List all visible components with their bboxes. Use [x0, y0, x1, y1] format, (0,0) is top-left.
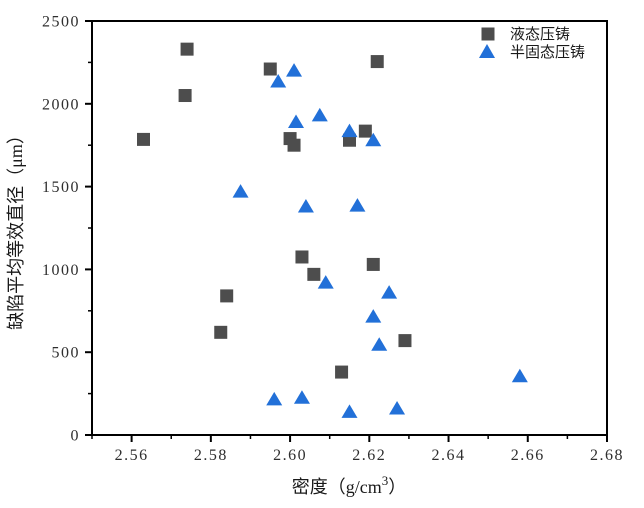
- data-point-square: [263, 62, 277, 76]
- legend-label-liquid: 液态压铸: [510, 26, 570, 43]
- y-axis-title: 缺陷平均等效直径（μm）: [6, 126, 26, 330]
- data-point-triangle: [349, 198, 366, 212]
- data-point-triangle: [297, 198, 314, 213]
- plot-background: [92, 21, 607, 435]
- data-point-square: [358, 124, 372, 138]
- data-point-triangle: [371, 337, 388, 351]
- data-point-square: [307, 267, 321, 281]
- series-semisolid-points: [232, 63, 528, 418]
- data-point-square: [370, 55, 384, 69]
- x-tick-label: 2.60: [273, 447, 307, 464]
- data-point-square: [398, 334, 412, 348]
- x-axis-title: 密度（g/cm3）: [292, 473, 407, 497]
- legend: 液态压铸 半固态压铸: [479, 26, 585, 61]
- data-point-square: [137, 132, 150, 146]
- data-point-square: [366, 257, 380, 271]
- data-point-square: [180, 42, 194, 56]
- data-point-triangle: [266, 391, 283, 406]
- data-point-square: [287, 138, 301, 152]
- data-point-square: [295, 250, 309, 264]
- y-tick-labels: 0 500 1000 1500 2000 2500: [42, 14, 81, 445]
- data-point-triangle: [270, 73, 287, 88]
- x-tick-label: 2.58: [194, 447, 228, 464]
- data-point-square: [178, 89, 192, 103]
- data-point-triangle: [389, 401, 406, 415]
- x-tick-label: 2.68: [590, 447, 624, 464]
- data-point-square: [220, 289, 234, 303]
- legend-marker-triangle: [479, 44, 495, 58]
- data-point-triangle: [365, 132, 382, 147]
- y-tick-label: 2500: [42, 14, 80, 31]
- y-tick-label: 2000: [42, 96, 80, 113]
- series-liquid-points: [137, 42, 412, 379]
- y-tick-label: 0: [71, 428, 81, 445]
- data-point-triangle: [311, 107, 328, 122]
- data-point-triangle: [511, 368, 528, 383]
- data-point-triangle: [317, 275, 334, 289]
- x-tick-label: 2.62: [352, 447, 386, 464]
- data-point-triangle: [286, 63, 303, 77]
- data-point-triangle: [288, 114, 305, 129]
- x-tick-label: 2.64: [432, 447, 466, 464]
- data-point-square: [214, 325, 228, 339]
- legend-label-semisolid: 半固态压铸: [510, 44, 585, 61]
- data-point-triangle: [365, 309, 382, 323]
- data-point-square: [335, 365, 349, 379]
- x-tick-labels: 2.56 2.58 2.60 2.62 2.64 2.66 2.68: [115, 447, 624, 464]
- data-point-triangle: [341, 404, 358, 418]
- x-major-ticks: [130, 435, 608, 442]
- data-point-triangle: [232, 184, 249, 198]
- y-tick-label: 1500: [42, 179, 80, 196]
- y-tick-label: 1000: [42, 262, 80, 279]
- x-tick-label: 2.56: [115, 447, 149, 464]
- y-tick-label: 500: [52, 345, 81, 362]
- x-tick-label: 2.66: [511, 447, 545, 464]
- data-point-triangle: [381, 285, 398, 299]
- data-point-triangle: [293, 390, 310, 404]
- y-major-ticks: [85, 20, 92, 436]
- data-point-triangle: [341, 123, 358, 138]
- legend-marker-square: [481, 27, 495, 41]
- plot-border: [91, 20, 608, 436]
